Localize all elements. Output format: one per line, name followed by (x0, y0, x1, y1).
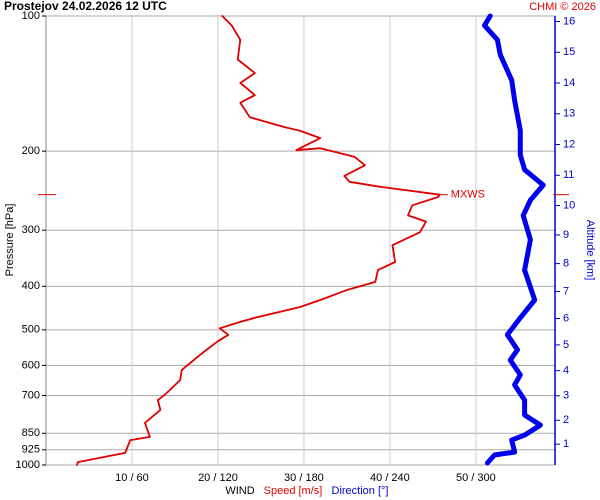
y2-tick-label: 15 (563, 46, 575, 58)
y2-tick-label: 14 (563, 77, 575, 89)
x-tick-label: 10 / 60 (115, 472, 149, 484)
speed-line (76, 15, 441, 466)
x-axis-label-direction: Direction [°] (332, 485, 389, 497)
x-tick-label: 30 / 180 (284, 472, 324, 484)
y-tick-label: 600 (22, 359, 40, 371)
y-tick-label: 925 (22, 444, 40, 456)
y2-tick-label: 4 (563, 365, 569, 377)
y2-tick-label: 2 (563, 414, 569, 426)
y2-tick-label: 5 (563, 339, 569, 351)
y2-tick-label: 3 (563, 390, 569, 402)
mxws-label: MXWS (451, 189, 485, 201)
y-tick-label: 700 (22, 389, 40, 401)
y2-tick-label: 16 (563, 15, 575, 27)
y2-tick-label: 13 (563, 108, 575, 120)
y-tick-label: 100 (22, 10, 40, 22)
y2-tick-label: 11 (563, 169, 574, 181)
y-tick-label: 200 (22, 145, 40, 157)
direction-line (482, 13, 546, 466)
y2-tick-label: 7 (563, 285, 569, 297)
y2-tick-label: 10 (563, 199, 575, 211)
y2-axis-label: Altitude [km] (584, 220, 596, 281)
y2-tick-label: 6 (563, 312, 569, 324)
y-tick-label: 300 (22, 224, 40, 236)
y2-tick-label: 1 (563, 438, 569, 450)
y2-tick-label: 12 (563, 138, 575, 150)
x-axis-label: WIND (225, 485, 254, 497)
y2-tick-label: 9 (563, 229, 569, 241)
x-tick-label: 40 / 240 (370, 472, 410, 484)
y-tick-label: 1000 (16, 459, 40, 471)
x-tick-label: 20 / 120 (198, 472, 238, 484)
y-tick-label: 850 (22, 427, 40, 439)
credit: CHMI © 2026 (529, 1, 596, 13)
x-tick-label: 50 / 300 (456, 472, 496, 484)
y2-tick-label: 8 (563, 258, 569, 270)
y-tick-label: 500 (22, 324, 40, 336)
chart-title: Prostejov 24.02.2026 12 UTC (4, 0, 167, 13)
y-axis-label: Pressure [hPa] (4, 204, 16, 277)
x-axis-label-speed: Speed [m/s] (264, 485, 323, 497)
y-tick-label: 400 (22, 280, 40, 292)
